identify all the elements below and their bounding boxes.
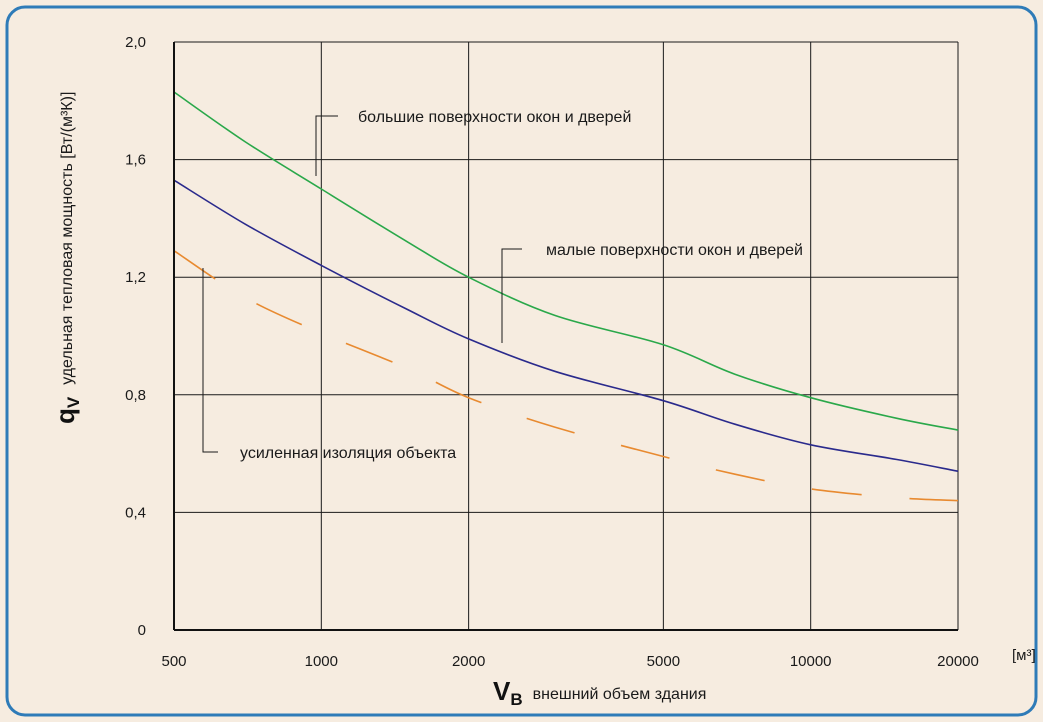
x-tick-label: 2000 (452, 653, 485, 670)
series-lines (173, 91, 959, 502)
x-tick-label: 500 (161, 653, 186, 670)
callouts: большие поверхности окон и дверей малые п… (202, 109, 803, 462)
series-line-1 (173, 91, 959, 431)
series-line-3 (173, 250, 959, 502)
x-tick-label: 5000 (647, 653, 680, 670)
y-axis-symbol-sub: V (64, 396, 83, 408)
axes (173, 42, 958, 631)
y-axis-label: qVудельная тепловая мощность [Вт/(м³К)] (50, 92, 83, 424)
x-tick-labels: 500 1000 2000 5000 10000 20000 (161, 653, 978, 670)
y-axis-text: удельная тепловая мощность [Вт/(м³К)] (59, 92, 76, 385)
callout-leader (315, 115, 338, 176)
x-tick-label: 10000 (790, 653, 832, 670)
x-unit-label: [м³] (1012, 647, 1036, 664)
callout-label: большие поверхности окон и дверей (358, 109, 631, 126)
y-axis-symbol: q (50, 408, 80, 424)
callout-label: усиленная изоляция объекта (240, 445, 456, 462)
callout-leader (501, 248, 522, 343)
callout-label: малые поверхности окон и дверей (546, 242, 803, 259)
y-tick-label: 0,8 (125, 387, 146, 404)
callout-leader (202, 268, 218, 453)
y-tick-label: 1,6 (125, 152, 146, 169)
x-axis-text: внешний объем здания (533, 686, 707, 703)
svg-text:qVудельная тепловая мощность [: qVудельная тепловая мощность [Вт/(м³К)] (50, 92, 83, 424)
x-tick-label: 1000 (305, 653, 338, 670)
y-tick-label: 0,4 (125, 504, 146, 521)
series-line-2 (173, 179, 959, 472)
x-tick-label: 20000 (937, 653, 979, 670)
x-axis-symbol-sub: B (510, 690, 522, 709)
x-axis-label: VB внешний объем здания (493, 676, 706, 709)
y-tick-label: 2,0 (125, 34, 146, 51)
y-tick-label: 1,2 (125, 269, 146, 286)
y-tick-label: 0 (138, 622, 146, 639)
x-axis-symbol: V (493, 676, 511, 706)
y-tick-labels: 0 0,4 0,8 1,2 1,6 2,0 (125, 34, 146, 639)
grid (174, 41, 959, 630)
card-background (5, 5, 1038, 717)
